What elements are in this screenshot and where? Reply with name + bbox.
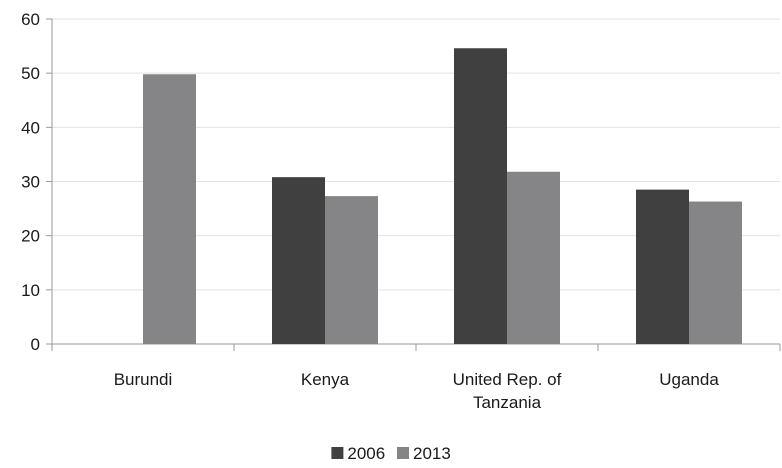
y-tick-label: 10 — [21, 281, 40, 300]
bar-2006-united-rep-of-tanzania — [454, 48, 507, 344]
y-tick-label: 30 — [21, 173, 40, 192]
legend-label-2013: 2013 — [413, 444, 451, 463]
bar-2006-uganda — [636, 189, 689, 344]
y-tick-label: 0 — [31, 335, 40, 354]
bar-2013-kenya — [325, 196, 378, 344]
bar-2013-uganda — [689, 201, 742, 344]
bar-2006-kenya — [272, 177, 325, 344]
x-category-label: Uganda — [659, 370, 719, 389]
y-tick-label: 60 — [21, 10, 40, 29]
legend-swatch-2006 — [331, 447, 344, 459]
x-category-label: Kenya — [301, 370, 350, 389]
y-tick-label: 50 — [21, 64, 40, 83]
bars — [143, 48, 742, 344]
bar-2013-burundi — [143, 74, 196, 344]
bar-2013-united-rep-of-tanzania — [507, 171, 560, 344]
legend-label-2006: 2006 — [347, 444, 385, 463]
y-tick-label: 20 — [21, 227, 40, 246]
legend-swatch-2013 — [397, 447, 409, 459]
x-category-label: Burundi — [114, 370, 173, 389]
axis-labels: 0 10 20 30 40 50 60 Burundi Kenya United Rep. of T… — [21, 10, 719, 412]
x-category-label: United Rep. of Tanzania — [453, 370, 562, 412]
legend: 2006 2013 — [331, 444, 451, 463]
y-tick-label: 40 — [21, 118, 40, 137]
